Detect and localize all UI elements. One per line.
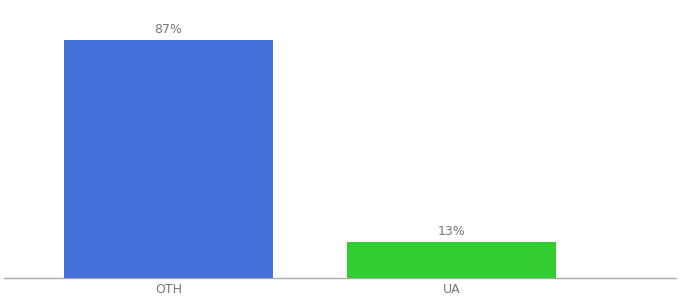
Bar: [347, 242, 556, 278]
Bar: [64, 40, 273, 278]
Text: 13%: 13%: [438, 225, 466, 238]
Text: 87%: 87%: [154, 23, 182, 36]
